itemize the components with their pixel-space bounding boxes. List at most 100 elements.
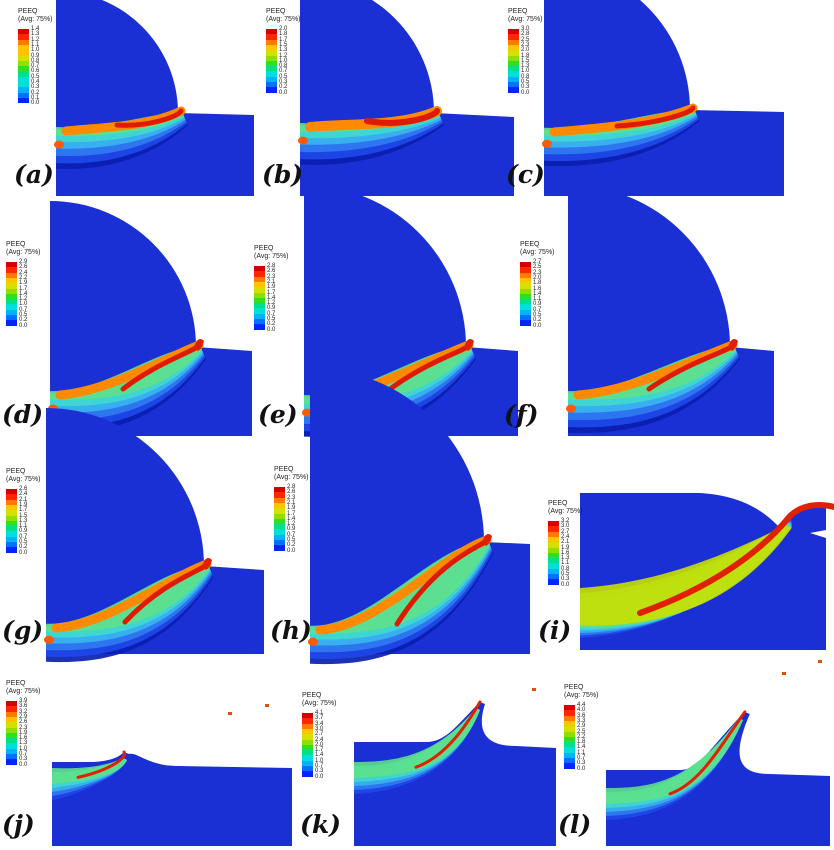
- legend-title: PEEQ: [548, 500, 568, 507]
- legend-swatch: [520, 267, 531, 273]
- legend-swatch: [266, 50, 277, 56]
- legend-scale: 2.9 2.6 2.4 2.2 1.9 1.7 1.4 1.2 1.0 0.7 0.5 0.2 0.0: [6, 259, 40, 329]
- legend-swatch: [6, 727, 17, 734]
- panel-j: PEEQ (Avg: 75%) 3.9 3.6 3.2 2.9 2.6 2.3 1.9 1.6 1.…: [0, 670, 296, 850]
- legend-swatch: [548, 552, 559, 559]
- legend-swatch: [302, 728, 313, 735]
- legend-value: 2.6: [267, 268, 276, 275]
- legend-value: 0.3: [279, 79, 288, 85]
- contour-band: [354, 708, 480, 778]
- legend-swatch: [508, 71, 519, 77]
- legend-value: 1.0: [31, 47, 40, 54]
- legend-value: 0.7: [19, 533, 28, 540]
- legend-scale: 4.1 3.7 3.4 3.0 2.7 2.4 2.0 1.7 1.4 1.0 0.7 0.3 0.0: [302, 710, 336, 780]
- legend-value: 2.3: [267, 273, 276, 280]
- legend-value: 2.8: [287, 484, 296, 490]
- legend-value: 1.5: [521, 57, 530, 64]
- workpiece-body: [606, 712, 830, 846]
- legend-value: 3.2: [561, 518, 570, 524]
- legend-value: 0.2: [31, 89, 40, 96]
- legend-swatch: [6, 299, 17, 305]
- contour-plot: [52, 704, 292, 846]
- legend-swatch: [520, 277, 531, 284]
- legend-subtitle: (Avg: 75%): [564, 692, 599, 699]
- legend-swatch: [548, 558, 559, 564]
- legend-swatch: [508, 39, 519, 46]
- panel-a: PEEQ (Avg: 75%) 1.4 1.3 1.2 1.1 1.0 0.9 0.8 0.7 0.…: [0, 0, 262, 200]
- legend-value: 2.6: [287, 489, 296, 496]
- edge-spot: [54, 140, 64, 149]
- legend-swatch: [508, 44, 519, 51]
- legend-value: 2.3: [287, 494, 296, 501]
- legend-value: 2.0: [533, 274, 542, 281]
- workpiece-body: [300, 0, 514, 196]
- legend-scale: 4.4 4.0 3.6 3.3 2.9 2.5 2.2 1.8 1.4 1.1 0.7 0.3 0.0: [564, 702, 598, 772]
- legend-swatch: [274, 518, 285, 525]
- legend-swatch: [302, 713, 313, 719]
- legend-swatch: [18, 92, 29, 99]
- legend-swatch: [18, 71, 29, 77]
- legend-swatch: [274, 508, 285, 514]
- legend-value: 0.0: [315, 773, 324, 780]
- legend-value: 2.4: [19, 269, 28, 276]
- legend-value: 0.7: [267, 310, 276, 317]
- legend-swatch: [266, 39, 277, 46]
- legend-title: PEEQ: [266, 8, 286, 15]
- legend-value: 0.9: [19, 528, 28, 535]
- legend-value: 1.4: [19, 290, 28, 297]
- legend-value: 0.0: [19, 761, 28, 768]
- legend-value: 2.2: [19, 274, 28, 281]
- legend-title: PEEQ: [302, 692, 322, 699]
- contour-band: [52, 758, 127, 784]
- panel-k: PEEQ (Avg: 75%) 4.1 3.7 3.4 3.0 2.7 2.4 2.0 1.7 1.…: [296, 670, 560, 850]
- legend-value: 0.7: [279, 68, 288, 75]
- legend-value: 0.7: [19, 751, 28, 757]
- legend-swatch: [520, 315, 531, 321]
- legend-value: 2.6: [19, 264, 28, 271]
- debris-particle: [265, 704, 269, 707]
- legend-value: 2.5: [521, 36, 530, 43]
- legend-swatch: [508, 34, 519, 40]
- legend-value: 0.9: [31, 52, 40, 59]
- legend-value: 1.3: [561, 555, 570, 562]
- shear-band-core: [614, 105, 696, 129]
- panel-label: (g): [2, 616, 44, 645]
- panel-label: (d): [2, 400, 44, 429]
- chip-tip: [482, 534, 492, 546]
- legend-swatch: [6, 277, 17, 284]
- legend-value: 2.9: [19, 713, 28, 720]
- panel-label: (i): [538, 616, 572, 645]
- panel-label: (l): [558, 810, 592, 839]
- legend-value: 1.2: [31, 36, 40, 43]
- legend-value: 0.8: [521, 73, 530, 80]
- legend-swatch: [6, 701, 17, 707]
- legend-swatch: [6, 732, 17, 739]
- legend-swatch: [254, 276, 265, 283]
- legend-value: 0.0: [31, 100, 40, 107]
- shear-band-core: [668, 710, 747, 796]
- legend-value: 1.7: [287, 510, 296, 517]
- legend-swatch: [302, 760, 313, 767]
- legend-swatch: [254, 324, 265, 330]
- legend-swatch: [302, 739, 313, 746]
- legend-swatch: [18, 66, 29, 72]
- legend-swatch: [520, 272, 531, 279]
- legend-subtitle: (Avg: 75%): [266, 16, 301, 23]
- panel-label: (f): [504, 400, 539, 429]
- legend-swatch: [564, 726, 575, 732]
- legend-value: 0.5: [561, 571, 570, 577]
- edge-spot: [542, 139, 552, 148]
- legend-value: 0.2: [533, 317, 542, 324]
- legend-value: 1.9: [561, 544, 570, 551]
- legend-value: 0.5: [31, 73, 40, 80]
- chip-tip: [194, 339, 204, 351]
- legend-title: PEEQ: [564, 684, 584, 691]
- legend-swatch: [548, 579, 559, 585]
- panel-label: (e): [258, 400, 298, 429]
- legend-swatch: [274, 502, 285, 509]
- legend-swatch: [6, 716, 17, 723]
- legend-value: 0.2: [279, 84, 288, 91]
- workpiece-body: [544, 0, 784, 196]
- legend-value: 0.0: [287, 547, 296, 554]
- color-legend: PEEQ (Avg: 75%) 1.4 1.3 1.2 1.1 1.0 0.9 0.8 0.7 0.…: [18, 8, 53, 106]
